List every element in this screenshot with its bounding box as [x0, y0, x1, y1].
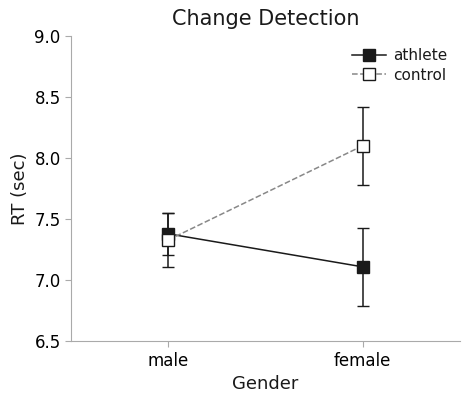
- Title: Change Detection: Change Detection: [172, 9, 359, 29]
- Legend: athlete, control: athlete, control: [347, 43, 452, 87]
- X-axis label: Gender: Gender: [232, 376, 299, 393]
- Y-axis label: RT (sec): RT (sec): [11, 152, 29, 225]
